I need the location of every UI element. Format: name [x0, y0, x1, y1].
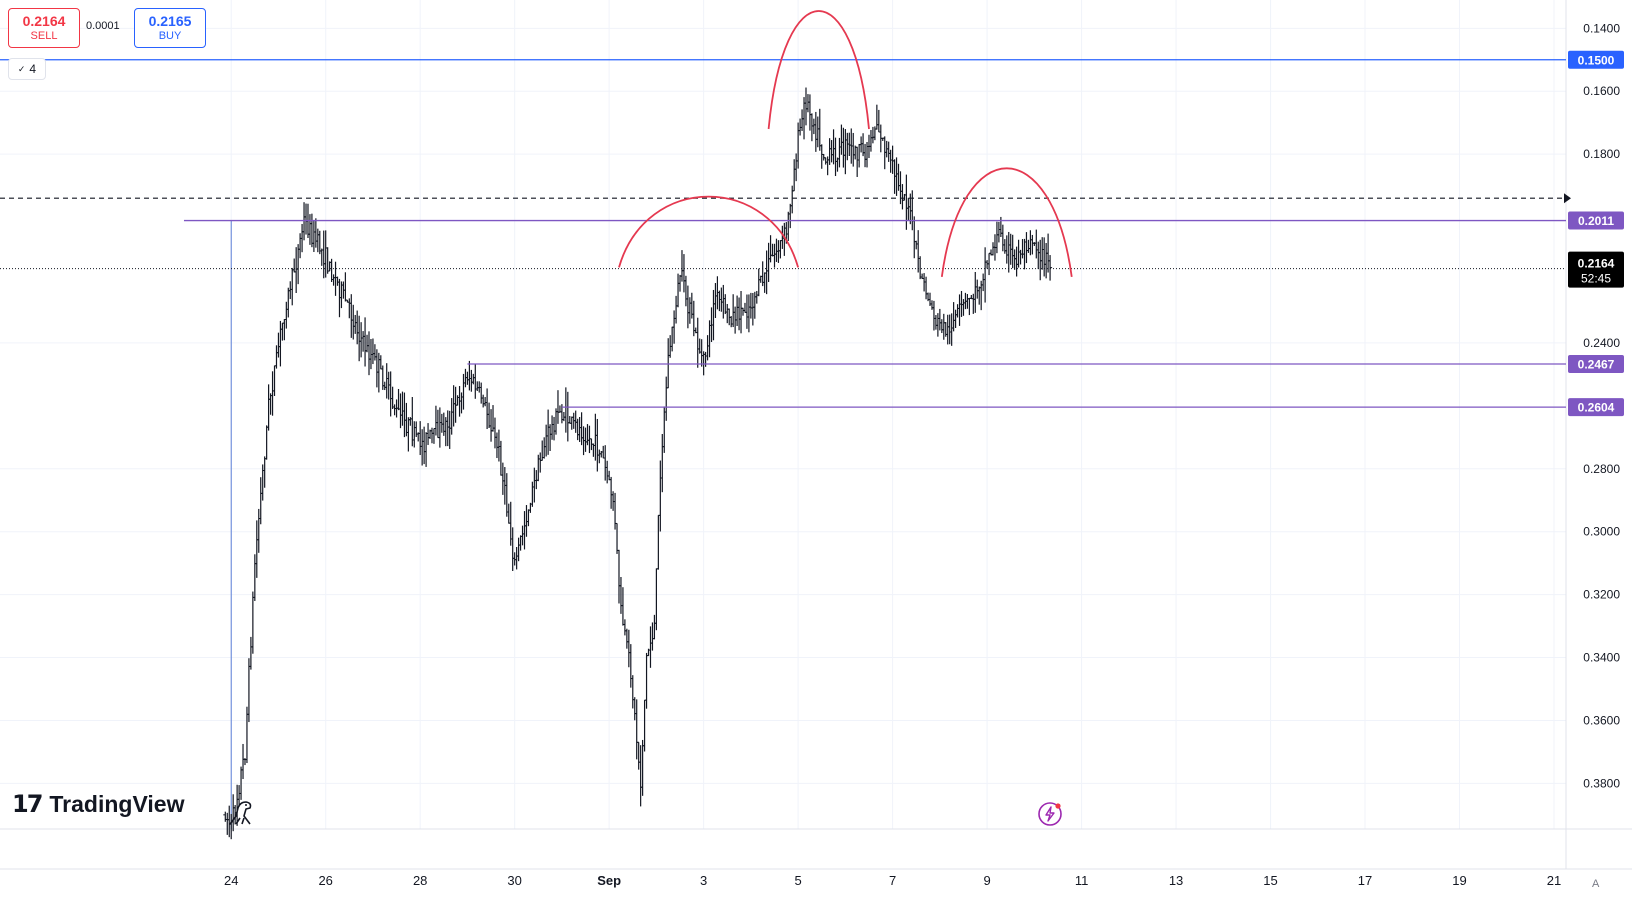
- lightning-icon[interactable]: [1036, 800, 1064, 828]
- time-tick-label: 5: [795, 873, 802, 888]
- pattern-arc: [618, 195, 799, 268]
- price-tick-label: 0.1800: [1583, 147, 1620, 161]
- time-tick-label: 21: [1547, 873, 1561, 888]
- time-tick-label: 30: [507, 873, 521, 888]
- time-tick-label: 24: [224, 873, 238, 888]
- tradingview-logo[interactable]: 17 TradingView: [12, 790, 184, 818]
- dino-icon[interactable]: [226, 798, 256, 828]
- buy-label: BUY: [158, 30, 182, 42]
- price-tick-label: 0.2800: [1583, 462, 1620, 476]
- horizontal-level-lines[interactable]: [0, 59, 1571, 408]
- tradingview-logo-icon: 17: [12, 790, 43, 818]
- price-tick-label: 0.3800: [1583, 776, 1620, 790]
- bar-countdown: 52:45: [1581, 272, 1611, 286]
- time-tick-label: 9: [983, 873, 990, 888]
- price-bar: [644, 652, 649, 709]
- price-label-0.2467: 0.2467: [1568, 355, 1624, 374]
- time-tick-label: 3: [700, 873, 707, 888]
- time-tick-label: 28: [413, 873, 427, 888]
- auto-scale-toggle[interactable]: A: [1592, 878, 1600, 890]
- price-tick-label: 0.2400: [1583, 336, 1620, 350]
- price-label-0.1500: 0.1500: [1568, 50, 1624, 69]
- price-tick-label: 0.3400: [1583, 651, 1620, 665]
- time-tick-label: 26: [318, 873, 332, 888]
- svg-text:0.2604: 0.2604: [1578, 401, 1615, 415]
- price-label-0.2011: 0.2011: [1568, 211, 1624, 230]
- time-tick-label: 7: [889, 873, 896, 888]
- time-tick-label: 15: [1263, 873, 1277, 888]
- time-tick-label: Sep: [597, 873, 621, 888]
- price-bar: [1048, 255, 1053, 281]
- svg-text:0.2011: 0.2011: [1578, 214, 1614, 228]
- pattern-arcs[interactable]: [618, 10, 1073, 277]
- pattern-arc: [940, 167, 1073, 277]
- tradingview-logo-text: TradingView: [49, 790, 185, 817]
- time-tick-label: 17: [1358, 873, 1372, 888]
- price-label-0.2604: 0.2604: [1568, 398, 1624, 417]
- time-tick-label: 11: [1075, 873, 1089, 888]
- lot-size-dropdown[interactable]: ✓ 4: [8, 58, 46, 80]
- price-bars: [223, 87, 1053, 840]
- pattern-arc: [767, 10, 870, 130]
- price-tick-label: 0.3000: [1583, 525, 1620, 539]
- sell-price: 0.2164: [22, 13, 66, 29]
- svg-text:0.1500: 0.1500: [1578, 53, 1615, 67]
- price-axis-ticks: 0.1400 0.1600 0.1800 0.2400 0.2800 0.3000 0.32…: [1583, 21, 1620, 790]
- sell-label: SELL: [30, 30, 58, 42]
- last-price-value: 0.2164: [1578, 257, 1615, 271]
- price-tick-label: 0.3200: [1583, 588, 1620, 602]
- time-tick-label: 13: [1169, 873, 1183, 888]
- time-axis-ticks: 24 26 28 30 Sep 3 5 7 9 11 13 15 17 19 21: [224, 873, 1561, 888]
- spread-value: 0.0001: [86, 20, 120, 32]
- chart-axes: [0, 0, 1632, 870]
- lot-size-value: 4: [29, 62, 37, 76]
- sell-button[interactable]: 0.2164 SELL: [8, 8, 80, 48]
- price-bar: [987, 252, 992, 276]
- svg-text:0.2467: 0.2467: [1578, 358, 1615, 372]
- price-tick-label: 0.3600: [1583, 713, 1620, 727]
- time-tick-label: 19: [1452, 873, 1466, 888]
- chart-grid: [0, 0, 1566, 829]
- buy-button[interactable]: 0.2165 BUY: [134, 8, 206, 48]
- buy-price: 0.2165: [148, 13, 192, 29]
- dashed-line-arrow-icon: [1564, 193, 1571, 204]
- price-tick-label: 0.1400: [1583, 21, 1620, 35]
- price-tick-label: 0.1600: [1583, 84, 1620, 98]
- chevron-down-icon: ✓: [17, 63, 26, 74]
